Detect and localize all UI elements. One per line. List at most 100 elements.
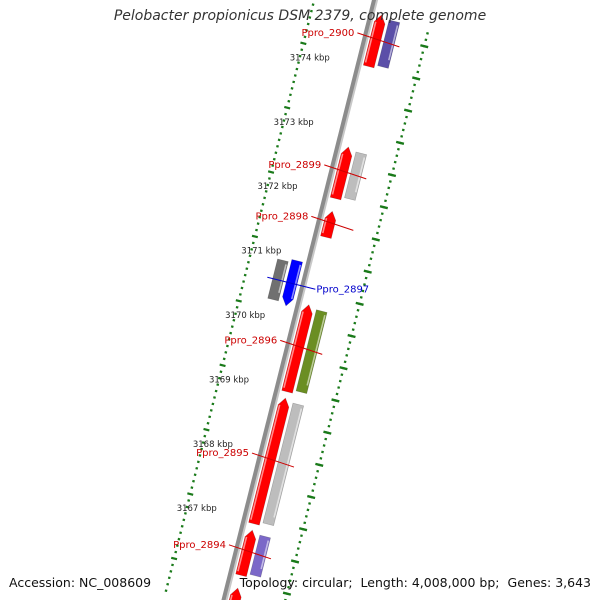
scale-tick <box>181 526 183 527</box>
scale-tick-inner <box>365 278 367 279</box>
scale-tick-inner <box>386 194 388 195</box>
scale-tick <box>244 275 246 276</box>
scale-tick-inner <box>379 220 381 221</box>
scale-tick <box>194 474 196 475</box>
scale-tick-inner <box>376 233 378 234</box>
scale-label: 3173 kbp <box>274 118 314 128</box>
scale-tick-inner-major <box>283 593 291 595</box>
scale-tick <box>213 397 215 398</box>
scale-tick <box>252 236 258 237</box>
scale-tick-inner <box>389 181 391 182</box>
scale-tick-inner <box>404 123 406 124</box>
scale-tick-inner-major <box>323 432 331 434</box>
scale-tick-inner-major <box>348 335 356 337</box>
scale-tick-inner-major <box>372 238 380 240</box>
scale-tick <box>246 268 248 269</box>
scale-tick-inner <box>371 252 373 253</box>
scale-tick-inner <box>352 329 354 330</box>
scale-tick <box>208 417 210 418</box>
topology-text: Topology: circular; <box>240 575 353 590</box>
scale-tick-inner <box>344 362 346 363</box>
scale-tick <box>229 333 231 334</box>
scale-tick-inner <box>400 136 402 137</box>
scale-tick-inner <box>325 439 327 440</box>
scale-tick-inner-major <box>420 45 428 47</box>
scale-tick <box>220 365 226 366</box>
scale-tick <box>294 75 296 76</box>
scale-tick <box>171 565 173 566</box>
scale-tick-inner <box>425 40 427 41</box>
scale-tick-inner-major <box>380 206 388 208</box>
scale-tick-inner <box>331 413 333 414</box>
scale-tick-inner <box>295 555 297 556</box>
scale-label: 3174 kbp <box>290 53 330 63</box>
scale-tick <box>223 359 225 360</box>
scale-tick <box>280 133 282 134</box>
scale-tick <box>284 114 286 115</box>
scale-tick <box>275 152 277 153</box>
scale-tick <box>255 230 257 231</box>
scale-tick <box>191 487 193 488</box>
scale-tick-inner <box>394 162 396 163</box>
scale-tick-inner <box>299 542 301 543</box>
scale-tick-inner <box>354 323 356 324</box>
scale-tick-inner-major <box>356 303 364 305</box>
gene-label: Ppro_2896 <box>224 335 277 346</box>
scale-tick-inner <box>413 85 415 86</box>
scale-tick-inner <box>316 471 318 472</box>
scale-tick-inner <box>347 349 349 350</box>
scale-tick <box>204 429 210 430</box>
scale-tick-inner <box>323 445 325 446</box>
scale-tick-inner <box>315 477 317 478</box>
scale-tick-inner <box>402 130 404 131</box>
scale-tick-inner <box>368 265 370 266</box>
scale-tick <box>242 281 244 282</box>
map-title: Pelobacter propionicus DSM 2379, complet… <box>0 8 600 24</box>
scale-tick-inner <box>349 342 351 343</box>
scale-label: 3170 kbp <box>225 311 265 321</box>
scale-tick-inner <box>339 381 341 382</box>
scale-tick <box>171 558 177 559</box>
scale-tick <box>241 288 243 289</box>
gene-label: Ppro_2898 <box>255 211 308 222</box>
scale-tick <box>252 243 254 244</box>
scale-tick <box>247 262 249 263</box>
scale-tick-inner-major <box>412 77 420 79</box>
scale-tick-inner <box>333 407 335 408</box>
scale-tick-inner <box>300 535 302 536</box>
gene-label: Ppro_2899 <box>268 160 321 171</box>
scale-tick <box>225 352 227 353</box>
scale-tick <box>165 590 167 591</box>
scale-tick <box>288 101 290 102</box>
scale-tick <box>284 107 290 108</box>
scale-tick-inner <box>346 355 348 356</box>
scale-tick-inner <box>421 52 423 53</box>
scale-tick <box>197 462 199 463</box>
length-text: Length: 4,008,000 bp; <box>361 575 500 590</box>
scale-tick <box>187 500 189 501</box>
scale-label: 3169 kbp <box>209 375 249 385</box>
scale-tick <box>263 198 265 199</box>
gene-label: Ppro_2897 <box>316 284 369 295</box>
scale-tick-inner <box>426 33 428 34</box>
gene-label: Ppro_2900 <box>302 28 355 39</box>
scale-tick-inner <box>320 458 322 459</box>
scale-tick-inner-major <box>332 399 340 401</box>
scale-tick-inner <box>307 510 309 511</box>
scale-label: 3171 kbp <box>241 247 281 257</box>
scale-tick <box>262 204 264 205</box>
genome-stats: Topology: circular; Length: 4,008,000 bp… <box>240 575 591 590</box>
scale-tick-inner <box>418 65 420 66</box>
scale-tick <box>268 178 270 179</box>
scale-tick <box>239 294 241 295</box>
scale-tick <box>175 552 177 553</box>
scale-tick <box>278 140 280 141</box>
scale-tick-inner <box>321 452 323 453</box>
scale-tick <box>296 69 298 70</box>
scale-tick-inner-major <box>315 464 323 466</box>
scale-label: 3168 kbp <box>193 440 233 450</box>
scale-tick-inner <box>405 117 407 118</box>
scale-tick-inner-major <box>299 528 307 530</box>
